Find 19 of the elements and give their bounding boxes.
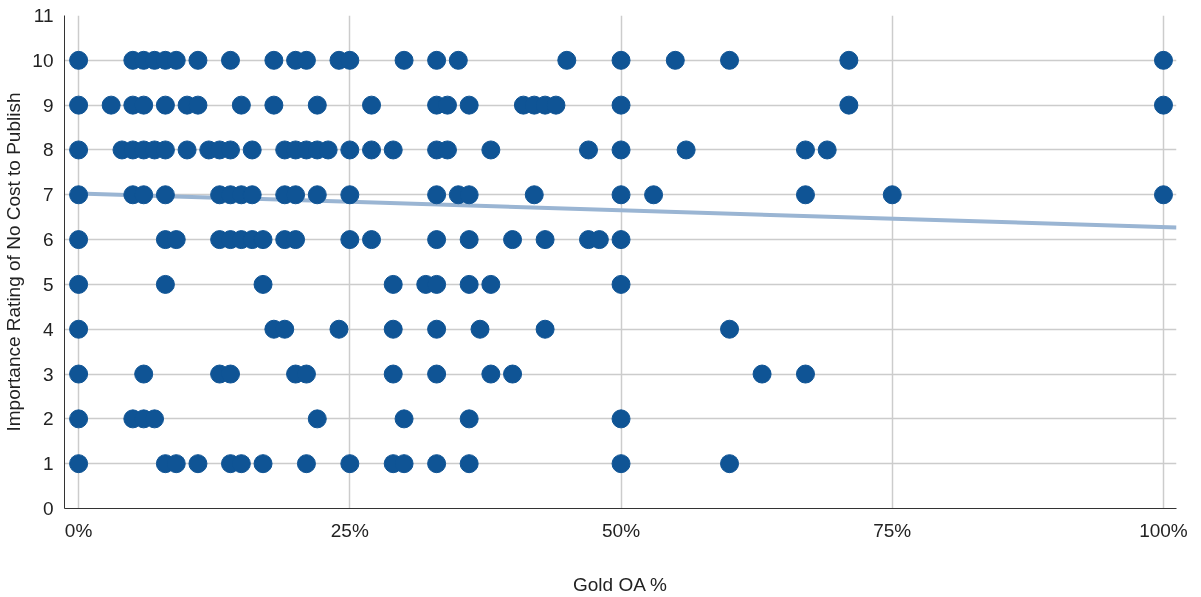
- y-tick-label: 5: [42, 273, 54, 295]
- y-tick-label: 11: [33, 5, 54, 26]
- y-tick-label: 9: [42, 94, 54, 116]
- x-tick-label: 0%: [64, 519, 93, 541]
- y-tick-label: 7: [42, 184, 54, 206]
- y-axis-title: Importance Rating of No Cost to Publish: [3, 92, 25, 432]
- x-tick-label: 100%: [1139, 519, 1188, 541]
- y-tick-label: 10: [32, 49, 54, 71]
- x-axis-title: Gold OA %: [572, 573, 668, 595]
- y-tick-label: 2: [42, 408, 54, 430]
- y-tick-label: 8: [42, 139, 54, 161]
- y-tick-label: 6: [42, 229, 54, 251]
- y-tick-label: 4: [42, 318, 54, 340]
- y-tick-label: 1: [42, 453, 54, 475]
- y-tick-label: 3: [42, 363, 54, 385]
- x-tick-label: 50%: [602, 519, 641, 541]
- y-tick-label: 0: [42, 498, 54, 519]
- x-tick-label: 25%: [330, 519, 369, 541]
- x-tick-label: 75%: [873, 519, 912, 541]
